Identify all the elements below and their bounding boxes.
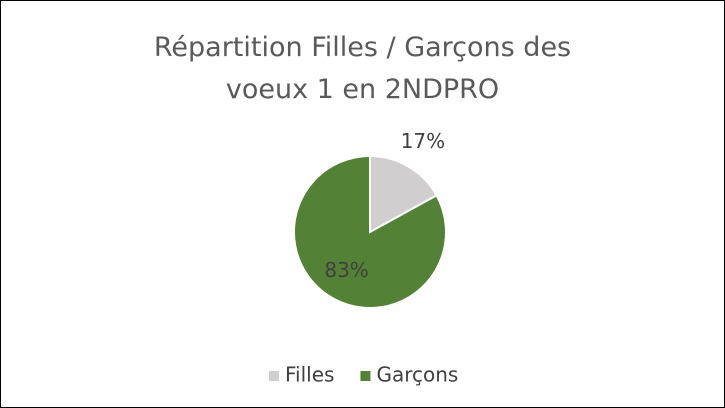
data-label: 17%: [401, 129, 445, 153]
data-label: 83%: [324, 258, 368, 282]
legend-label: Filles: [285, 363, 334, 387]
legend-swatch: [269, 371, 279, 381]
legend-label: Garçons: [376, 363, 458, 387]
legend-swatch: [360, 371, 371, 381]
chart-title: Répartition Filles / Garçons des voeux 1…: [153, 32, 572, 105]
title-box: Répartition Filles / Garçons des voeux 1…: [1, 27, 724, 111]
pie-slice: [293, 154, 447, 309]
pie-slice: [369, 154, 438, 234]
